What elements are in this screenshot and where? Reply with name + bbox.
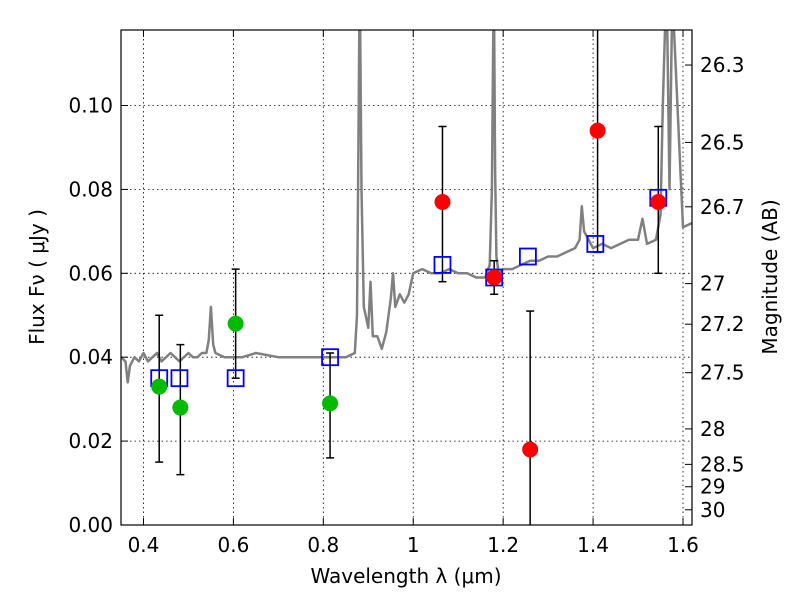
model-photometry-square bbox=[226, 369, 245, 388]
x-tick-label: 1.4 bbox=[577, 533, 609, 557]
y-tick-label: 0.02 bbox=[68, 429, 113, 453]
y2-tick-label: 28 bbox=[700, 417, 725, 441]
observed-point bbox=[522, 441, 539, 458]
x-tick-label: 0.6 bbox=[217, 533, 249, 557]
observed-point bbox=[172, 399, 189, 416]
y-tick-label: 0.06 bbox=[68, 261, 113, 285]
model-photometry-square bbox=[518, 247, 537, 266]
observed-point bbox=[650, 193, 667, 210]
x-tick-label: 0.8 bbox=[307, 533, 339, 557]
model-photometry-square bbox=[170, 369, 189, 388]
x-tick-label: 1.6 bbox=[667, 533, 699, 557]
observed-point bbox=[486, 269, 503, 286]
markers-layer bbox=[150, 122, 668, 458]
model-photometry-square bbox=[433, 256, 452, 274]
observed-point bbox=[589, 122, 606, 139]
observed-point bbox=[227, 315, 244, 332]
y2-axis-label: Magnitude (AB) bbox=[758, 199, 782, 354]
spectrum-line bbox=[121, 30, 692, 384]
x-axis-label: Wavelength λ (μm) bbox=[310, 564, 501, 588]
plot-frame bbox=[120, 29, 693, 526]
spectrum-layer bbox=[121, 30, 692, 384]
model-photometry-square bbox=[586, 235, 605, 253]
grid bbox=[121, 30, 692, 525]
observed-point bbox=[322, 395, 339, 412]
y-tick-label: 0.08 bbox=[68, 177, 113, 201]
ticks-layer: 0.4 0.6 0.8 1 1.2 1.4 1.6 0.00 0.02 0.04 0.06 0.08 0… bbox=[68, 30, 745, 557]
y2-tick-label: 27.2 bbox=[700, 312, 745, 336]
y2-tick-label: 26.5 bbox=[700, 130, 745, 154]
y2-tick-label: 26.3 bbox=[700, 53, 745, 77]
y2-tick-label: 29 bbox=[700, 475, 725, 499]
observed-point bbox=[434, 193, 451, 210]
model-photometry-square bbox=[321, 348, 339, 367]
x-tick-label: 0.4 bbox=[128, 533, 160, 557]
x-tick-label: 1.2 bbox=[487, 533, 519, 557]
y-tick-label: 0.10 bbox=[68, 94, 113, 118]
y2-tick-label: 27.5 bbox=[700, 361, 745, 385]
y2-tick-label: 27 bbox=[700, 272, 725, 296]
x-tick-label: 1 bbox=[407, 533, 420, 557]
y2-tick-label: 30 bbox=[700, 498, 725, 522]
y-axis-label: Flux Fν ( μJy ) bbox=[25, 209, 49, 345]
y2-tick-label: 28.5 bbox=[700, 452, 745, 476]
y-tick-label: 0.00 bbox=[68, 513, 113, 537]
observed-point bbox=[151, 378, 168, 395]
y-tick-label: 0.04 bbox=[68, 345, 113, 369]
y2-tick-label: 26.7 bbox=[700, 195, 745, 219]
